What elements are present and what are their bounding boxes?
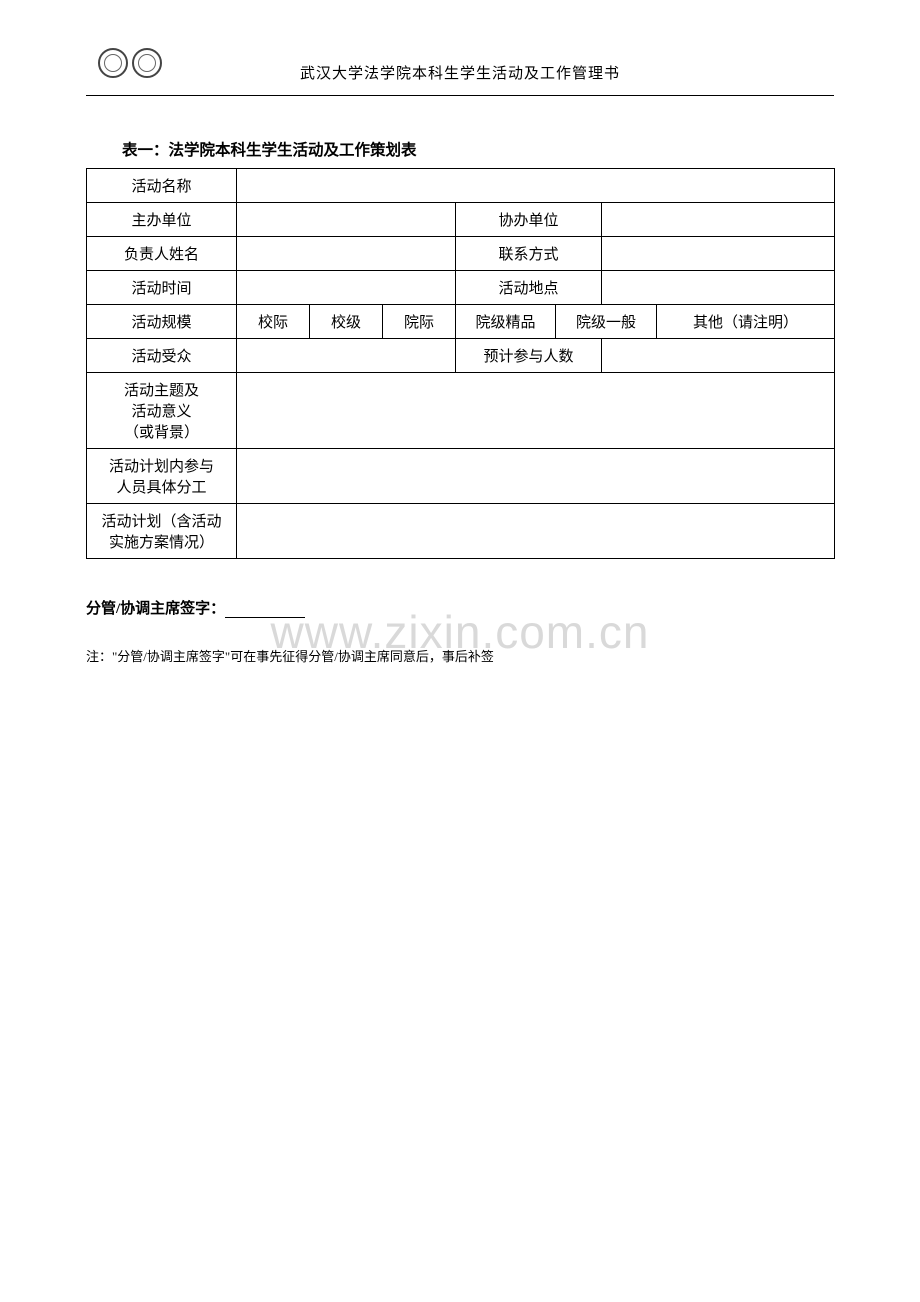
field-activity-time[interactable] bbox=[237, 271, 456, 305]
field-staff[interactable] bbox=[237, 449, 835, 504]
row-activity-name: 活动名称 bbox=[87, 169, 835, 203]
field-audience[interactable] bbox=[237, 339, 456, 373]
staff-line-2: 人员具体分工 bbox=[89, 476, 234, 497]
signature-label: 分管/协调主席签字： bbox=[86, 601, 225, 617]
university-seal-icon bbox=[98, 48, 128, 78]
row-scale: 活动规模 校际 校级 院际 院级精品 院级一般 其他（请注明） bbox=[87, 305, 835, 339]
label-activity-name: 活动名称 bbox=[87, 169, 237, 203]
row-host-unit: 主办单位 协办单位 bbox=[87, 203, 835, 237]
scale-opt-intercampus[interactable]: 校际 bbox=[237, 305, 310, 339]
header-logos bbox=[98, 48, 162, 78]
label-co-unit: 协办单位 bbox=[456, 203, 602, 237]
theme-line-2: 活动意义 bbox=[89, 400, 234, 421]
label-host-unit: 主办单位 bbox=[87, 203, 237, 237]
planning-form-table: 活动名称 主办单位 协办单位 负责人姓名 联系方式 活动时间 活动地点 活动规模… bbox=[86, 168, 835, 559]
signature-line: 分管/协调主席签字： bbox=[86, 597, 834, 618]
field-host-unit[interactable] bbox=[237, 203, 456, 237]
footnote: 注："分管/协调主席签字"可在事先征得分管/协调主席同意后，事后补签 bbox=[86, 646, 834, 665]
field-contact[interactable] bbox=[602, 237, 835, 271]
row-responsible: 负责人姓名 联系方式 bbox=[87, 237, 835, 271]
label-plan: 活动计划（含活动 实施方案情况） bbox=[87, 504, 237, 559]
label-theme: 活动主题及 活动意义 （或背景） bbox=[87, 373, 237, 449]
law-school-seal-icon bbox=[132, 48, 162, 78]
header-title: 武汉大学法学院本科生学生活动及工作管理书 bbox=[86, 62, 834, 83]
plan-line-1: 活动计划（含活动 bbox=[89, 510, 234, 531]
label-activity-scale: 活动规模 bbox=[87, 305, 237, 339]
row-staff: 活动计划内参与 人员具体分工 bbox=[87, 449, 835, 504]
field-expected-count[interactable] bbox=[602, 339, 835, 373]
table-title: 表一：法学院本科生学生活动及工作策划表 bbox=[122, 138, 834, 160]
staff-line-1: 活动计划内参与 bbox=[89, 455, 234, 476]
scale-opt-other[interactable]: 其他（请注明） bbox=[657, 305, 835, 339]
theme-line-3: （或背景） bbox=[89, 421, 234, 442]
row-audience: 活动受众 预计参与人数 bbox=[87, 339, 835, 373]
document-page: 武汉大学法学院本科生学生活动及工作管理书 表一：法学院本科生学生活动及工作策划表… bbox=[0, 0, 920, 725]
label-audience: 活动受众 bbox=[87, 339, 237, 373]
row-plan: 活动计划（含活动 实施方案情况） bbox=[87, 504, 835, 559]
label-responsible: 负责人姓名 bbox=[87, 237, 237, 271]
field-responsible[interactable] bbox=[237, 237, 456, 271]
label-staff: 活动计划内参与 人员具体分工 bbox=[87, 449, 237, 504]
header-underline bbox=[86, 95, 834, 96]
label-activity-place: 活动地点 bbox=[456, 271, 602, 305]
theme-line-1: 活动主题及 bbox=[89, 379, 234, 400]
scale-opt-college-general[interactable]: 院级一般 bbox=[556, 305, 657, 339]
page-header: 武汉大学法学院本科生学生活动及工作管理书 bbox=[86, 48, 834, 88]
field-activity-name[interactable] bbox=[237, 169, 835, 203]
row-theme: 活动主题及 活动意义 （或背景） bbox=[87, 373, 835, 449]
label-activity-time: 活动时间 bbox=[87, 271, 237, 305]
field-plan[interactable] bbox=[237, 504, 835, 559]
scale-opt-campus[interactable]: 校级 bbox=[310, 305, 383, 339]
label-contact: 联系方式 bbox=[456, 237, 602, 271]
scale-opt-intercollege[interactable]: 院际 bbox=[383, 305, 456, 339]
field-activity-place[interactable] bbox=[602, 271, 835, 305]
label-expected-count: 预计参与人数 bbox=[456, 339, 602, 373]
row-time: 活动时间 活动地点 bbox=[87, 271, 835, 305]
field-co-unit[interactable] bbox=[602, 203, 835, 237]
scale-opt-college-premium[interactable]: 院级精品 bbox=[456, 305, 556, 339]
signature-underline[interactable] bbox=[225, 617, 305, 618]
field-theme[interactable] bbox=[237, 373, 835, 449]
plan-line-2: 实施方案情况） bbox=[89, 531, 234, 552]
